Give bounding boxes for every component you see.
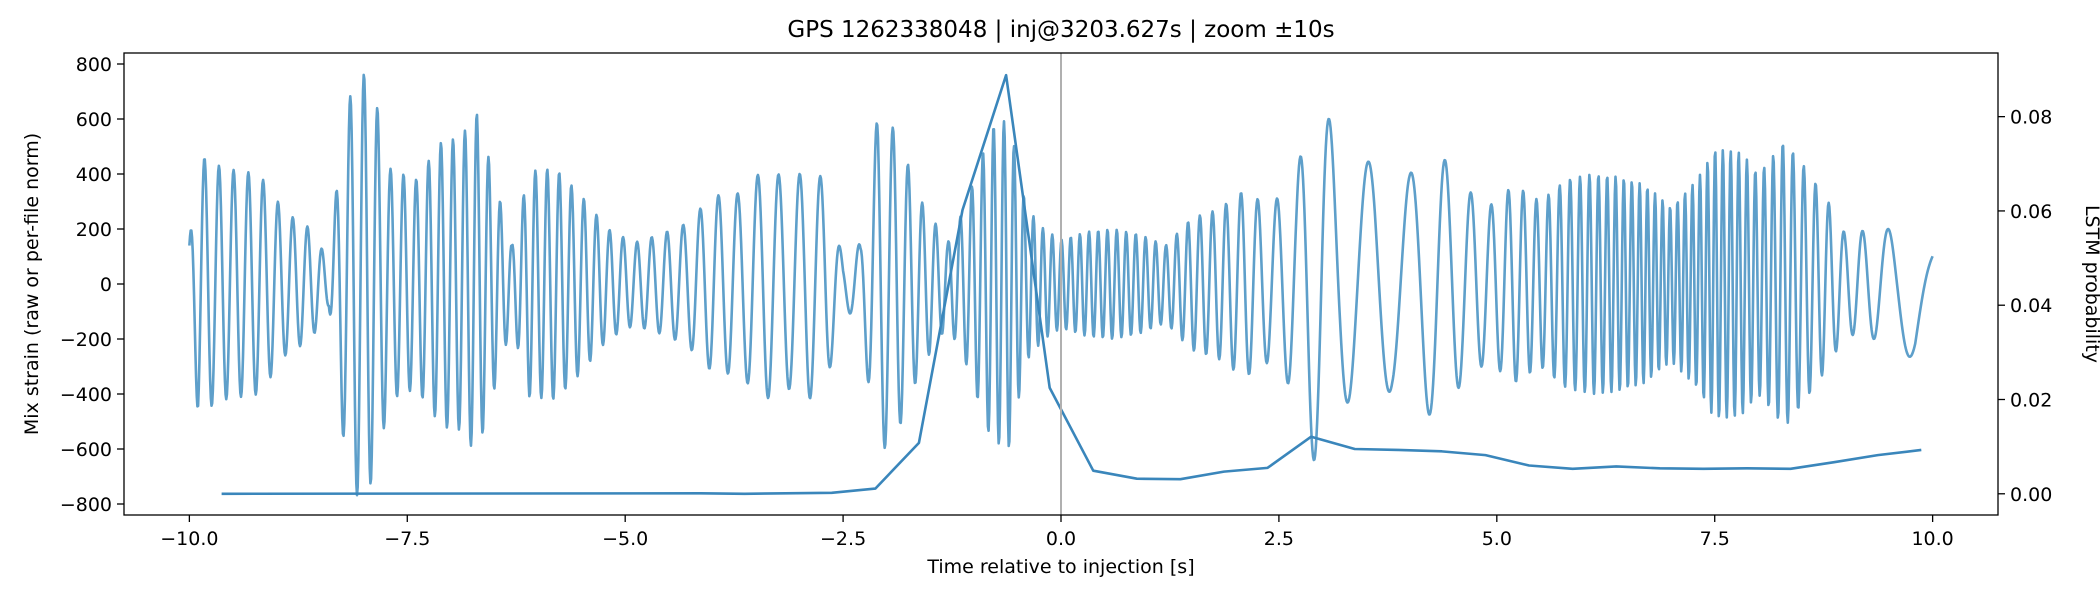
x-axis-label: Time relative to injection [s] xyxy=(926,556,1194,578)
x-tick-label: 0.0 xyxy=(1046,528,1076,550)
x-tick-label: 7.5 xyxy=(1700,528,1730,550)
x-tick-label: 2.5 xyxy=(1264,528,1294,550)
y2-tick-label: 0.06 xyxy=(2010,201,2052,223)
y-axis-label: Mix strain (raw or per-file norm) xyxy=(21,133,43,435)
y2-tick-label: 0.08 xyxy=(2010,107,2052,129)
y-tick-label: −200 xyxy=(60,329,112,351)
prob-series-line xyxy=(221,73,1922,496)
y-tick-label: 400 xyxy=(76,164,112,186)
y-axis-left: −800 −600 −400 −200 0 200 400 600 800 xyxy=(60,54,124,516)
y2-tick-label: 0.04 xyxy=(2010,295,2052,317)
prob-layer xyxy=(221,73,1922,496)
y2-tick-label: 0.00 xyxy=(2010,484,2052,506)
y2-tick-label: 0.02 xyxy=(2010,390,2052,412)
y-tick-label: 200 xyxy=(76,219,112,241)
x-tick-label: −10.0 xyxy=(160,528,218,550)
x-tick-label: 5.0 xyxy=(1482,528,1512,550)
y-axis-right: 0.00 0.02 0.04 0.06 0.08 xyxy=(1998,107,2052,506)
y-tick-label: 600 xyxy=(76,109,112,131)
chart-title: GPS 1262338048 | inj@3203.627s | zoom ±1… xyxy=(787,17,1334,43)
y-tick-label: 0 xyxy=(100,274,112,296)
y2-axis-label: LSTM probability xyxy=(2081,205,2100,363)
x-tick-label: 10.0 xyxy=(1911,528,1953,550)
x-tick-label: −2.5 xyxy=(820,528,866,550)
y-tick-label: −400 xyxy=(60,384,112,406)
plot-area xyxy=(188,53,1934,515)
x-tick-label: −5.0 xyxy=(602,528,648,550)
x-axis: −10.0 −7.5 −5.0 −2.5 0.0 2.5 5.0 7.5 10.0 xyxy=(160,515,1954,550)
y-tick-label: −800 xyxy=(60,494,112,516)
y-tick-label: 800 xyxy=(76,54,112,76)
x-tick-label: −7.5 xyxy=(384,528,430,550)
y-tick-label: −600 xyxy=(60,439,112,461)
